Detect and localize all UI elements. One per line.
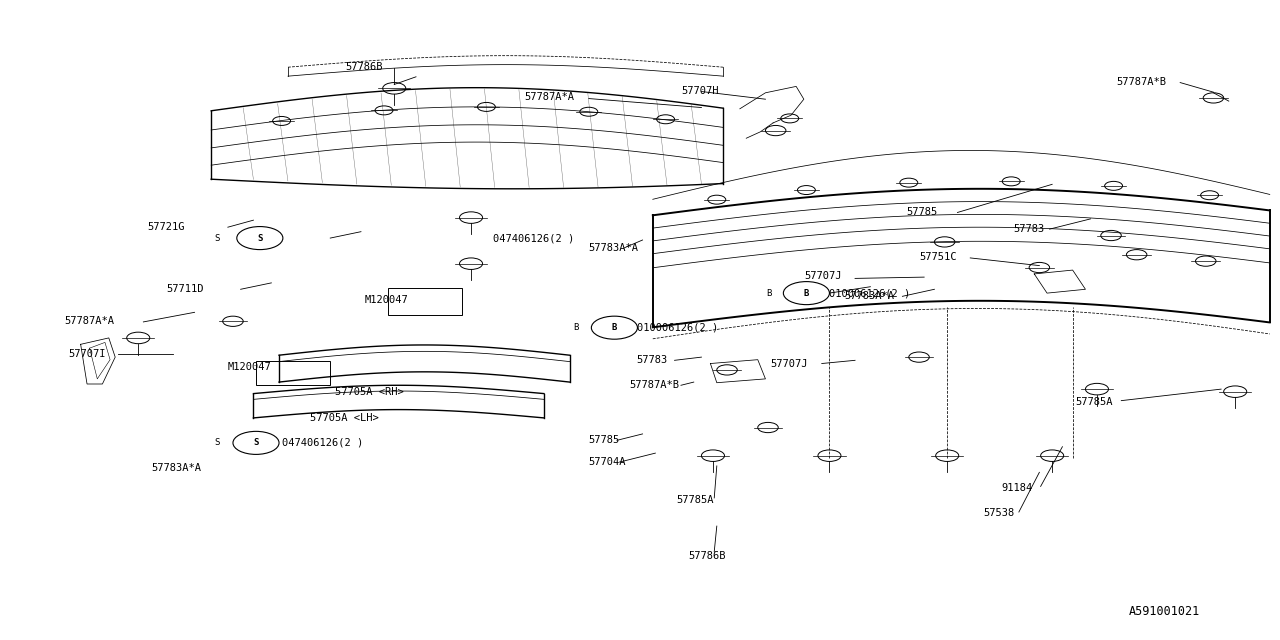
Text: 57721G: 57721G (147, 222, 184, 232)
Text: 57707H: 57707H (681, 86, 718, 96)
Bar (256, 361, 330, 385)
Text: 57786B: 57786B (689, 550, 726, 561)
Text: 57787A*B: 57787A*B (630, 380, 680, 390)
Text: B: B (804, 289, 809, 298)
Text: 57711D: 57711D (166, 284, 204, 294)
Text: 57538: 57538 (983, 508, 1014, 518)
Text: 57707J: 57707J (804, 271, 841, 282)
Text: 57783: 57783 (636, 355, 667, 365)
Text: 57787A*A: 57787A*A (64, 316, 114, 326)
Text: 57783: 57783 (1014, 224, 1044, 234)
Text: 57785: 57785 (906, 207, 937, 218)
Text: S: S (257, 234, 262, 243)
Text: S: S (253, 438, 259, 447)
Text: 57785: 57785 (589, 435, 620, 445)
Text: 57751C: 57751C (919, 252, 956, 262)
Text: 047406126(2 ): 047406126(2 ) (493, 233, 573, 243)
Text: M120047: M120047 (365, 294, 408, 305)
Text: 57786B: 57786B (346, 62, 383, 72)
Text: 57783A*A: 57783A*A (845, 291, 895, 301)
Text: 57785A: 57785A (676, 495, 713, 506)
Text: M120047: M120047 (228, 362, 271, 372)
Text: 57705A <LH>: 57705A <LH> (310, 413, 379, 423)
Text: 57707J: 57707J (771, 358, 808, 369)
Text: 57705A <RH>: 57705A <RH> (335, 387, 404, 397)
Bar (388, 288, 462, 315)
Text: B: B (767, 289, 772, 298)
Text: 57707I: 57707I (68, 349, 105, 359)
Text: 91184: 91184 (1001, 483, 1032, 493)
Text: 57785A: 57785A (1075, 397, 1112, 407)
Text: 047406126(2 ): 047406126(2 ) (282, 438, 362, 448)
Text: A591001021: A591001021 (1129, 605, 1201, 618)
Text: 010006126(2 ): 010006126(2 ) (829, 288, 910, 298)
Text: 010006126(2 ): 010006126(2 ) (637, 323, 718, 333)
Text: 57704A: 57704A (589, 457, 626, 467)
Text: 57783A*A: 57783A*A (589, 243, 639, 253)
Text: B: B (612, 323, 617, 332)
Text: B: B (573, 323, 579, 332)
Text: 57787A*A: 57787A*A (525, 92, 575, 102)
Text: S: S (215, 234, 220, 243)
Text: 57787A*B: 57787A*B (1116, 77, 1166, 87)
Text: S: S (215, 438, 220, 447)
Text: 57783A*A: 57783A*A (151, 463, 201, 474)
